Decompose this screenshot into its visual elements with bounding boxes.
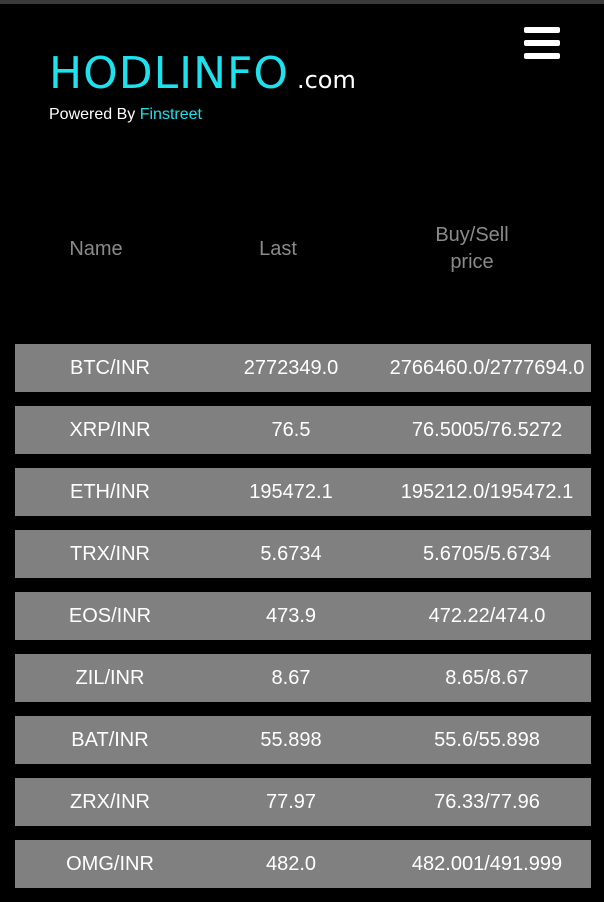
cell-name: TRX/INR (70, 543, 150, 565)
table-row[interactable]: BTC/INR 2772349.0 2766460.0/2777694.0 (15, 344, 591, 392)
cell-buysell: 8.65/8.67 (445, 667, 529, 689)
cell-last: 55.898 (260, 729, 322, 751)
table-row[interactable]: BAT/INR 55.898 55.6/55.898 (15, 716, 591, 764)
powered-by-label: Powered By (49, 106, 136, 123)
cell-name: BTC/INR (70, 357, 150, 379)
column-header-name: Name (69, 238, 123, 260)
cell-last: 195472.1 (249, 481, 333, 503)
logo-tld: .com (296, 66, 356, 94)
cell-last: 473.9 (265, 605, 317, 627)
column-header-buysell-line2: price (450, 251, 494, 273)
cell-name: XRP/INR (69, 419, 151, 441)
cell-last: 482.0 (265, 853, 317, 875)
cell-name: EOS/INR (68, 605, 152, 627)
brand-logo[interactable]: HODLINFO .com (49, 48, 356, 100)
cell-last: 8.67 (271, 667, 311, 689)
table-row[interactable]: ETH/INR 195472.1 195212.0/195472.1 (15, 468, 591, 516)
table-row[interactable]: OMG/INR 482.0 482.001/491.999 (15, 840, 591, 888)
cell-buysell: 55.6/55.898 (434, 729, 540, 751)
cell-buysell: 76.5005/76.5272 (411, 419, 563, 441)
cell-buysell: 5.6705/5.6734 (423, 543, 551, 565)
cell-buysell: 482.001/491.999 (411, 853, 563, 875)
table-row[interactable]: XRP/INR 76.5 76.5005/76.5272 (15, 406, 591, 454)
table-row[interactable]: ZIL/INR 8.67 8.65/8.67 (15, 654, 591, 702)
table-row[interactable]: TRX/INR 5.6734 5.6705/5.6734 (15, 530, 591, 578)
cell-last: 5.6734 (260, 543, 322, 565)
cell-name: ZRX/INR (70, 791, 150, 813)
table-row[interactable]: ZRX/INR 77.97 76.33/77.96 (15, 778, 591, 826)
cell-buysell: 2766460.0/2777694.0 (389, 357, 585, 379)
menu-bar (524, 53, 560, 59)
cell-last: 76.5 (271, 419, 311, 441)
table-row[interactable]: EOS/INR 473.9 472.22/474.0 (15, 592, 591, 640)
powered-by: Powered By Finstreet (49, 106, 202, 124)
cell-name: ZIL/INR (75, 667, 145, 689)
cell-buysell: 195212.0/195472.1 (400, 481, 574, 503)
price-table: BTC/INR 2772349.0 2766460.0/2777694.0 XR… (15, 344, 591, 902)
cell-name: BAT/INR (71, 729, 149, 751)
menu-bar (524, 40, 560, 46)
cell-buysell: 76.33/77.96 (434, 791, 540, 813)
cell-last: 2772349.0 (243, 357, 339, 379)
cell-buysell: 472.22/474.0 (428, 605, 546, 627)
finstreet-link[interactable]: Finstreet (139, 106, 202, 123)
hamburger-menu-icon[interactable] (524, 27, 560, 59)
top-strip (0, 0, 604, 4)
column-header-buysell: Buy/Sell price (400, 222, 544, 276)
column-header-buysell-line1: Buy/Sell (435, 224, 509, 246)
cell-name: ETH/INR (70, 481, 150, 503)
column-header-last: Last (259, 238, 297, 260)
cell-name: OMG/INR (66, 853, 154, 875)
logo-text: HODLINFO (49, 48, 289, 99)
cell-last: 77.97 (265, 791, 317, 813)
menu-bar (524, 27, 560, 33)
